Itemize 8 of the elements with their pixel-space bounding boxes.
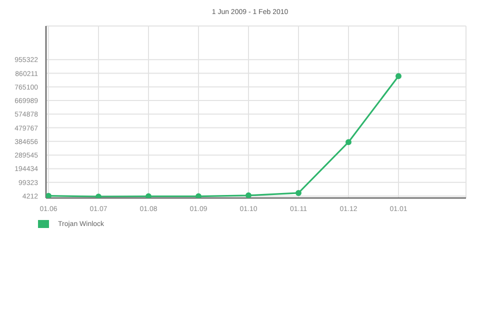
point xyxy=(396,73,402,80)
point xyxy=(46,192,52,198)
point xyxy=(96,194,102,198)
point xyxy=(146,193,152,198)
point xyxy=(346,139,352,146)
point xyxy=(246,192,252,198)
point xyxy=(296,190,302,196)
point xyxy=(196,193,202,198)
